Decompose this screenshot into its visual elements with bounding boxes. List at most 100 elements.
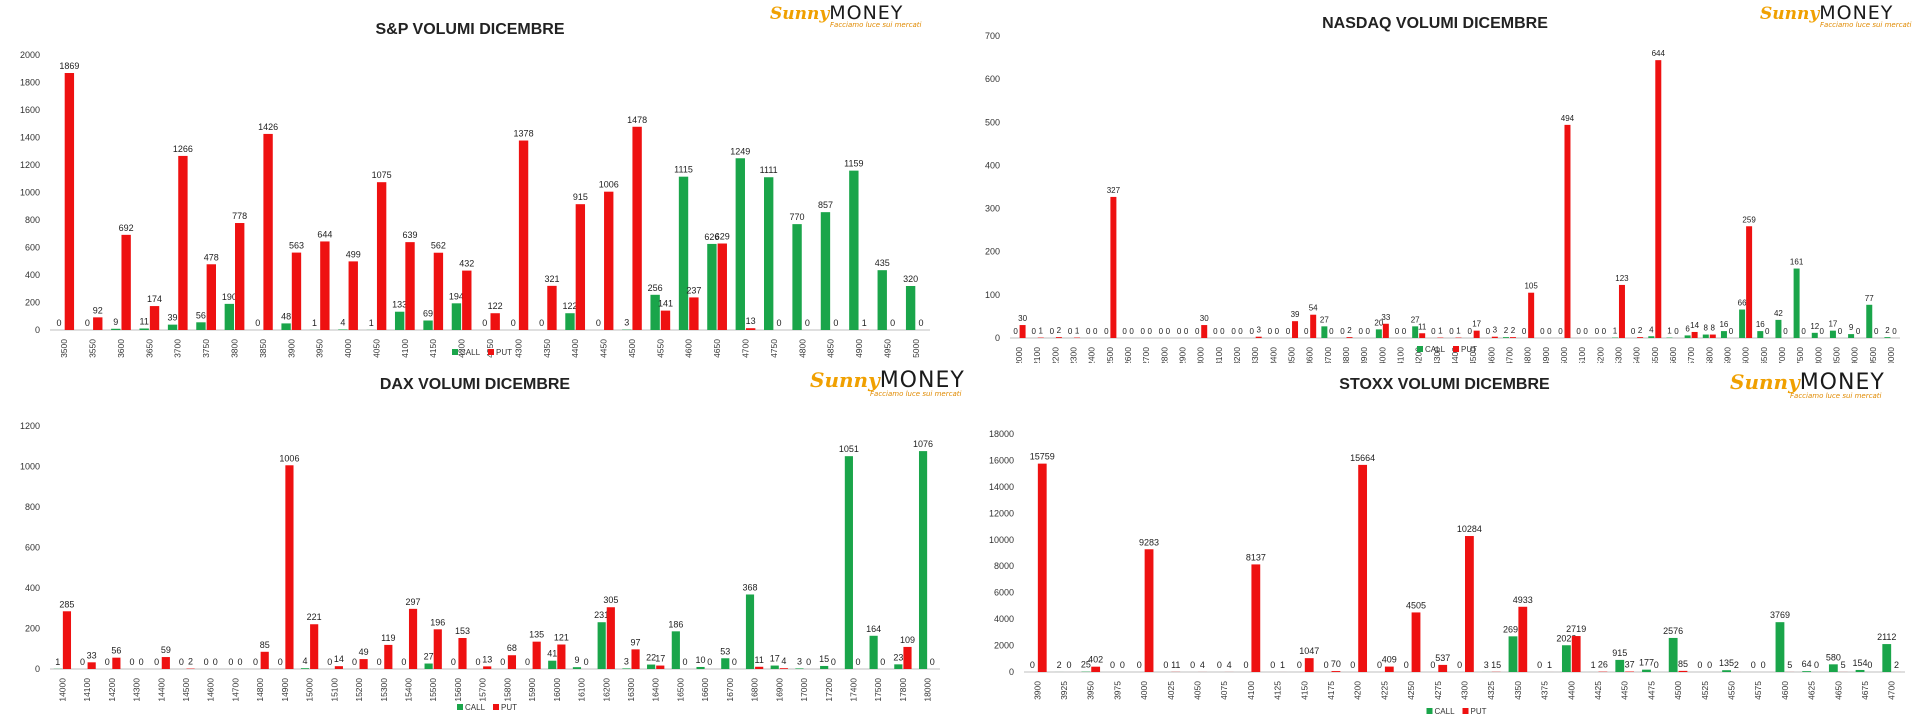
x-tick-label: 4475 bbox=[1646, 681, 1656, 700]
data-label: 4 bbox=[1200, 660, 1205, 670]
bar-call bbox=[622, 668, 631, 669]
data-label: 85 bbox=[1678, 659, 1688, 669]
data-label: 9 bbox=[574, 655, 579, 665]
data-label: 857 bbox=[818, 200, 833, 210]
data-label: 2 bbox=[1894, 660, 1899, 670]
data-label: 321 bbox=[544, 274, 559, 284]
data-label: 13 bbox=[482, 654, 492, 664]
bar-put bbox=[1358, 464, 1368, 672]
x-tick-label: 3850 bbox=[258, 339, 268, 358]
bar-put bbox=[507, 655, 517, 669]
data-label: 49 bbox=[359, 647, 369, 657]
bar-put bbox=[1465, 536, 1474, 672]
x-tick-label: 15900 bbox=[1722, 347, 1732, 363]
bar-call bbox=[792, 224, 802, 330]
bar-call bbox=[1866, 304, 1873, 338]
bar-call bbox=[849, 170, 859, 330]
y-tick-label: 1000 bbox=[20, 462, 40, 472]
bar-call bbox=[1702, 334, 1709, 338]
x-tick-label: 4125 bbox=[1273, 681, 1283, 700]
data-label: 1 bbox=[1039, 327, 1044, 336]
x-tick-label: 16600 bbox=[700, 678, 710, 702]
data-label: 8 bbox=[1704, 324, 1709, 333]
data-label: 0 bbox=[1892, 327, 1897, 336]
bar-put bbox=[483, 666, 492, 669]
y-tick-label: 0 bbox=[35, 325, 40, 335]
x-tick-label: 4600 bbox=[1780, 681, 1790, 700]
x-tick-label: 4700 bbox=[740, 339, 750, 358]
data-label: 0 bbox=[1404, 660, 1409, 670]
data-label: 1 bbox=[369, 318, 374, 328]
data-label: 8137 bbox=[1246, 552, 1266, 562]
legend-swatch bbox=[1426, 708, 1433, 714]
data-label: 0 bbox=[1707, 660, 1712, 670]
data-label: 0 bbox=[85, 318, 90, 328]
data-label: 0 bbox=[831, 657, 836, 667]
data-label: 563 bbox=[289, 241, 304, 251]
data-label: 0 bbox=[511, 318, 516, 328]
data-label: 499 bbox=[346, 249, 361, 259]
data-label: 0 bbox=[213, 657, 218, 667]
legend-label: PUT bbox=[496, 348, 512, 357]
data-label: 122 bbox=[562, 301, 577, 311]
data-label: 1 bbox=[1456, 327, 1461, 336]
data-label: 626 bbox=[704, 232, 719, 242]
data-label: 0 bbox=[1595, 327, 1600, 336]
bar-call bbox=[424, 663, 433, 669]
data-label: 259 bbox=[1742, 215, 1756, 224]
bar-put bbox=[1746, 226, 1753, 338]
x-tick-label: 3550 bbox=[88, 339, 98, 358]
data-label: 1 bbox=[55, 657, 60, 667]
data-label: 9 bbox=[1849, 323, 1854, 332]
bar-call bbox=[844, 456, 853, 669]
bar-call bbox=[1720, 331, 1727, 338]
x-tick-label: 12400 bbox=[1087, 347, 1097, 363]
bar-put bbox=[1678, 670, 1688, 672]
data-label: 164 bbox=[866, 624, 881, 634]
x-tick-label: 3500 bbox=[59, 339, 69, 358]
bar-put bbox=[433, 252, 444, 330]
y-tick-label: 6000 bbox=[994, 588, 1014, 598]
bar-put bbox=[1110, 196, 1117, 338]
data-label: 770 bbox=[790, 212, 805, 222]
bar-put bbox=[779, 668, 788, 669]
x-tick-label: 15800 bbox=[1704, 347, 1714, 363]
data-label: 2 bbox=[1511, 326, 1516, 335]
data-label: 0 bbox=[1030, 660, 1035, 670]
x-tick-label: 18000 bbox=[923, 678, 933, 702]
data-label: 580 bbox=[1826, 652, 1841, 662]
data-label: 14 bbox=[1690, 321, 1699, 330]
data-label: 4 bbox=[1649, 325, 1654, 334]
y-tick-label: 0 bbox=[35, 664, 40, 674]
data-label: 105 bbox=[1524, 282, 1538, 291]
bar-call bbox=[167, 324, 178, 330]
data-label: 0 bbox=[1874, 327, 1879, 336]
data-label: 1 bbox=[862, 318, 867, 328]
bar-put bbox=[1055, 337, 1062, 338]
data-label: 69 bbox=[423, 309, 433, 319]
bar-call bbox=[423, 320, 433, 330]
data-label: 1249 bbox=[730, 146, 750, 156]
y-tick-label: 1000 bbox=[20, 188, 40, 198]
bar-call bbox=[795, 668, 804, 669]
data-label: 0 bbox=[1576, 327, 1581, 336]
data-label: 0 bbox=[1395, 327, 1400, 336]
data-label: 0 bbox=[1244, 660, 1249, 670]
bar-put bbox=[1473, 330, 1480, 338]
x-tick-label: 4375 bbox=[1540, 681, 1550, 700]
x-tick-label: 3750 bbox=[201, 339, 211, 358]
bar-put bbox=[632, 126, 642, 331]
y-tick-label: 1800 bbox=[20, 78, 40, 88]
data-label: 1 bbox=[1438, 327, 1443, 336]
data-label: 3 bbox=[624, 656, 629, 666]
data-label: 0 bbox=[1537, 660, 1542, 670]
data-label: 4 bbox=[340, 317, 345, 327]
data-label: 1 bbox=[1547, 660, 1552, 670]
data-label: 20 bbox=[1374, 318, 1383, 327]
data-label: 17 bbox=[655, 654, 665, 664]
data-label: 1006 bbox=[599, 180, 619, 190]
data-label: 190 bbox=[222, 292, 237, 302]
data-label: 161 bbox=[1790, 258, 1804, 267]
x-tick-label: 13600 bbox=[1305, 347, 1315, 363]
data-label: 1 bbox=[312, 318, 317, 328]
